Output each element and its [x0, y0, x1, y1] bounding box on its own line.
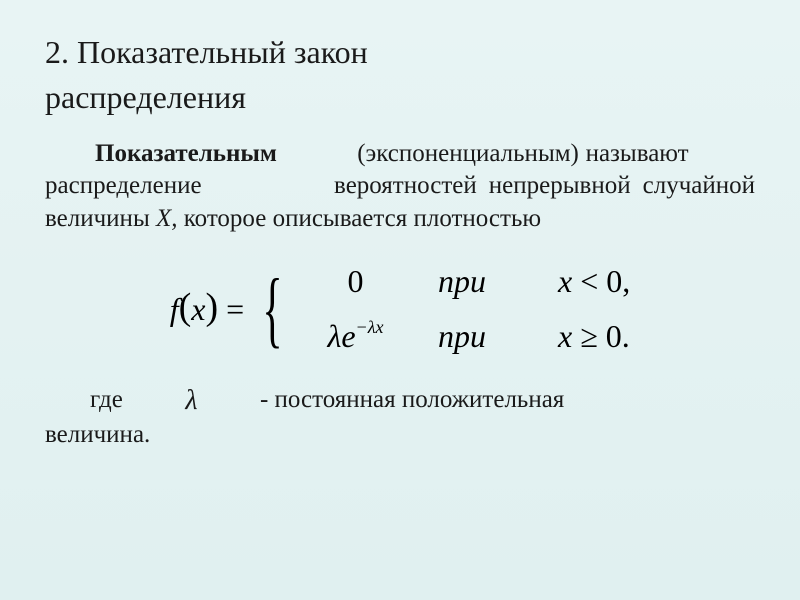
heading-line1: Показательный закон [77, 34, 368, 70]
equals-sign: = [226, 291, 244, 328]
term-paren: (экспоненциальным) [357, 140, 579, 167]
case-row-2: λe−λx при x ≥ 0. [303, 318, 630, 355]
def-t8: описывается плотностью [273, 205, 541, 232]
cases-container: 0 при x < 0, λe−λx при x ≥ 0. [303, 263, 630, 355]
def-t7: которое [184, 205, 267, 232]
case2-pri: при [408, 318, 528, 355]
def-t3: вероятностей [334, 172, 477, 199]
lambda-symbol: λ [185, 383, 197, 419]
case2-value: λe−λx [303, 318, 408, 355]
def-t5: случайной [643, 172, 755, 199]
heading-number: 2. [45, 34, 69, 70]
footer-t1: где [90, 386, 123, 413]
func-name: f [170, 291, 179, 328]
heading-line2: распределения [45, 79, 246, 115]
footer-paragraph: где λ - постоянная положительная величин… [45, 383, 755, 452]
footer-t3: величина. [45, 421, 150, 448]
brace-icon: { [262, 275, 282, 343]
def-t4: непрерывной [489, 172, 631, 199]
case1-value: 0 [303, 263, 408, 300]
paren-open: ( [179, 285, 192, 329]
footer-t2: - постоянная положительная [260, 386, 564, 413]
paren-close: ) [205, 285, 218, 329]
case1-cond: x < 0, [528, 263, 630, 300]
case1-pri: при [408, 263, 528, 300]
def-t6: величины [45, 205, 150, 232]
func-arg: x [191, 291, 205, 328]
formula-block: f ( x ) = { 0 при x < 0, λe−λx при x ≥ [45, 263, 755, 355]
def-t1: называют [586, 140, 689, 167]
def-var: X, [156, 205, 178, 232]
case-row-1: 0 при x < 0, [303, 263, 630, 300]
section-heading: 2. Показательный закон распределения [45, 30, 755, 120]
def-t2: распределение [45, 172, 202, 199]
case2-cond: x ≥ 0. [528, 318, 630, 355]
term-bold: Показательным [95, 140, 277, 167]
definition-paragraph: Показательным (экспоненциальным) называю… [45, 138, 755, 236]
formula-lhs: f ( x ) = [170, 287, 252, 331]
